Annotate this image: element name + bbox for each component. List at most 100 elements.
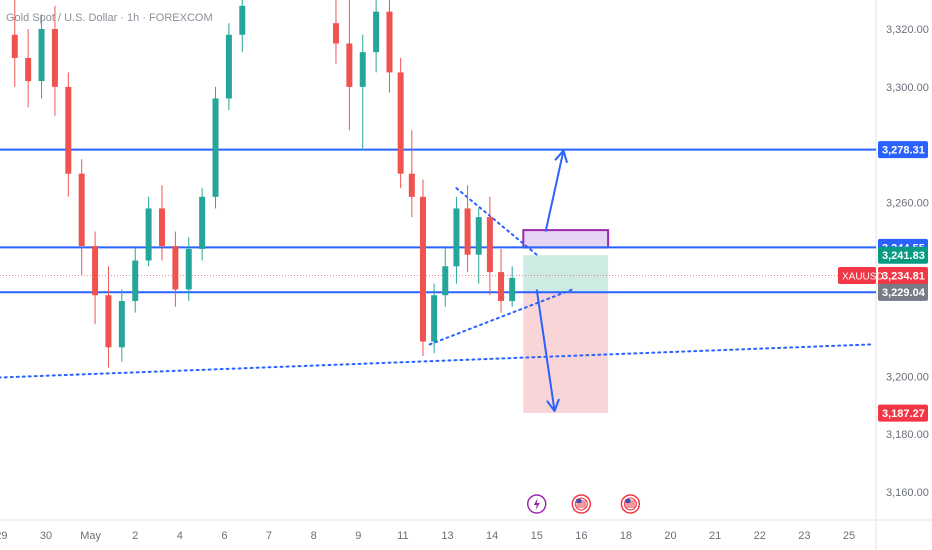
candle-body: [397, 72, 404, 174]
target-zone[interactable]: [523, 255, 609, 293]
candle: [359, 34, 366, 151]
y-tick-label: 3,300.00: [886, 82, 929, 94]
candle-body: [51, 29, 58, 87]
trendline-0[interactable]: [455, 187, 538, 256]
candle: [78, 159, 85, 275]
candle-body: [464, 208, 471, 255]
price-tag[interactable]: 3,278.31: [878, 141, 928, 159]
x-tick-label: 15: [531, 530, 543, 542]
price-tag[interactable]: 3,187.27: [878, 404, 928, 422]
x-tick-label: 16: [575, 530, 587, 542]
price-axis[interactable]: 3,320.00 3,300.00 3,260.00 3,200.00 3,180.00…: [886, 24, 929, 499]
candle: [118, 289, 125, 362]
candle: [386, 0, 393, 93]
candle: [11, 0, 18, 87]
candle: [225, 23, 232, 111]
candle-body: [373, 11, 380, 53]
trendline-2[interactable]: [0, 343, 873, 379]
candle-body: [158, 208, 165, 247]
us-flag-icon[interactable]: [620, 494, 641, 514]
candle-body: [453, 208, 460, 267]
candle-body: [105, 295, 112, 348]
flag-canton: [625, 499, 631, 503]
stop-zone[interactable]: [523, 292, 609, 414]
candle: [212, 86, 219, 209]
candle: [172, 231, 179, 307]
time-axis[interactable]: 29 30 May 2 4 6 7 8 9 11 13 14 15 16 18 20 21 22 23 25: [0, 530, 855, 542]
price-tag[interactable]: 3,241.83: [878, 246, 928, 264]
price-tag-box: [878, 404, 928, 422]
candle: [158, 185, 165, 261]
candle-body: [239, 5, 246, 35]
candle-body: [486, 217, 493, 273]
x-tick-label: 20: [664, 530, 676, 542]
candle-body: [11, 34, 18, 58]
candle: [453, 196, 460, 284]
candle: [199, 188, 206, 261]
candle-body: [38, 29, 45, 82]
up-arrow[interactable]: [544, 150, 565, 232]
price-tag[interactable]: 3,229.04: [878, 283, 928, 301]
candle: [509, 266, 516, 307]
candle-body: [498, 272, 505, 302]
candle-body: [78, 173, 85, 247]
price-tag-label: 3,278.31: [882, 145, 925, 157]
breakout-zone[interactable]: [522, 229, 610, 249]
candle: [239, 0, 246, 53]
price-tag-label: 3,241.83: [882, 250, 925, 262]
candle-body: [118, 301, 125, 348]
candle: [332, 0, 339, 64]
candle-body: [475, 217, 482, 255]
candle: [486, 196, 493, 296]
x-tick-label: 23: [798, 530, 810, 542]
x-tick-label: 21: [709, 530, 721, 542]
candle-body: [145, 208, 152, 261]
candle: [408, 130, 415, 218]
candle-body: [172, 246, 179, 290]
candle-body: [25, 57, 32, 82]
candle-body: [185, 248, 192, 290]
candle-body: [65, 86, 72, 174]
x-tick-label: 7: [266, 530, 272, 542]
y-tick-label: 3,320.00: [886, 24, 929, 36]
candle-body: [509, 277, 516, 302]
candle-body: [419, 196, 426, 342]
trendlines-layer: [0, 187, 873, 379]
trendline-1[interactable]: [428, 288, 574, 346]
events-layer: [526, 494, 641, 514]
lightning-icon[interactable]: [526, 494, 547, 514]
y-tick-label: 3,200.00: [886, 371, 929, 383]
x-tick-label: 14: [486, 530, 498, 542]
candle-body: [431, 295, 438, 342]
price-tag-box: [878, 246, 928, 264]
candle: [442, 246, 449, 307]
candle: [132, 246, 139, 313]
down-arrow[interactable]: [535, 289, 556, 412]
candle: [105, 266, 112, 368]
x-tick-label: 25: [843, 530, 855, 542]
candle-body: [332, 23, 339, 44]
symbol-tag-label: XAUUSD: [842, 272, 884, 283]
flag-canton: [576, 499, 582, 503]
x-tick-label: 30: [40, 530, 52, 542]
us-flag-icon[interactable]: [571, 494, 592, 514]
y-tick-label: 3,260.00: [886, 198, 929, 210]
candle: [145, 196, 152, 267]
arrows-layer: [535, 149, 568, 412]
x-tick-label: 6: [221, 530, 227, 542]
price-tags-layer: 3,278.313,244.553,229.013,241.833,234.81…: [838, 141, 928, 422]
candle-body: [359, 52, 366, 87]
x-tick-label: 8: [311, 530, 317, 542]
x-tick-label: 9: [355, 530, 361, 542]
candle: [373, 0, 380, 73]
x-tick-label: 22: [754, 530, 766, 542]
lightning-bolt: [533, 498, 540, 510]
candle: [498, 248, 505, 313]
candle: [346, 0, 353, 131]
candle: [464, 185, 471, 273]
candle-body: [199, 196, 206, 249]
candle-body: [92, 246, 99, 296]
y-tick-label: 3,160.00: [886, 487, 929, 499]
